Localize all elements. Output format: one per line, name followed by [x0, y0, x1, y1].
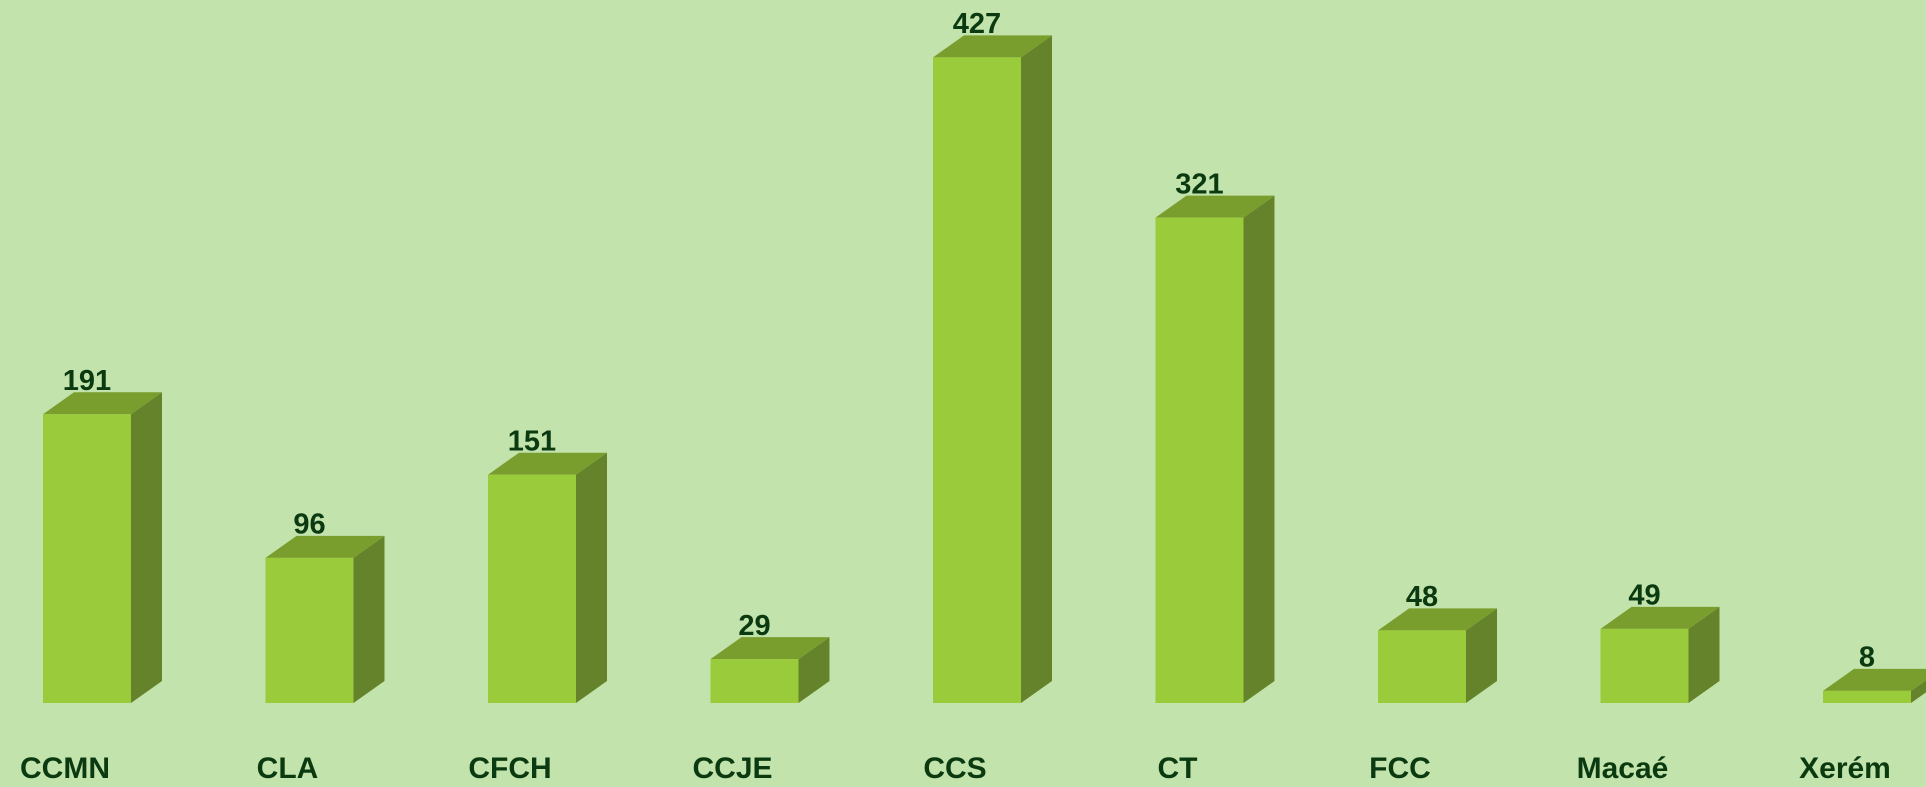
bar-side — [1911, 680, 1926, 703]
bar — [1378, 608, 1497, 703]
value-label: 96 — [293, 509, 325, 541]
bar-side — [353, 535, 385, 703]
bar-side — [1688, 606, 1720, 703]
bar-side — [1243, 195, 1275, 703]
bar-top — [1600, 606, 1720, 629]
bar-front — [710, 659, 799, 703]
bar-top — [1823, 668, 1926, 691]
bar — [488, 452, 607, 703]
x-tick-label: Xerém — [1799, 752, 1891, 785]
bar-front — [488, 474, 576, 703]
bar-front — [1600, 628, 1689, 703]
bar — [933, 35, 1052, 704]
bar-top — [1378, 608, 1497, 631]
value-label: 191 — [63, 365, 111, 397]
bar-side — [1021, 35, 1052, 704]
bar-top — [933, 35, 1052, 58]
bar — [1600, 606, 1720, 703]
bar-side — [798, 637, 830, 703]
bar-side — [131, 392, 162, 703]
x-tick-label: CT — [1158, 752, 1198, 785]
value-label: 48 — [1406, 581, 1438, 613]
value-label: 151 — [508, 425, 556, 457]
bar-front — [1378, 630, 1466, 703]
bar-top — [488, 452, 607, 475]
bar-top — [1155, 195, 1275, 218]
x-tick-label: CCS — [923, 752, 986, 785]
bar-side — [1466, 608, 1497, 703]
x-tick-label: CFCH — [468, 752, 551, 785]
value-label: 29 — [738, 610, 770, 642]
x-tick-label: CCJE — [692, 752, 772, 785]
bar-front — [43, 414, 131, 703]
bar-front — [1823, 690, 1911, 703]
x-tick-label: CLA — [257, 752, 319, 785]
bar — [1823, 668, 1926, 703]
x-tick-label: Macaé — [1577, 752, 1669, 785]
bar-top — [710, 637, 830, 660]
value-label: 49 — [1628, 580, 1660, 612]
bar — [710, 637, 830, 703]
bar-side — [576, 452, 607, 703]
bar — [265, 535, 385, 703]
value-label: 8 — [1859, 642, 1875, 674]
bar — [1155, 195, 1275, 703]
bar-front — [265, 557, 354, 703]
bar — [43, 392, 162, 703]
x-tick-label: FCC — [1369, 752, 1431, 785]
bar-top — [265, 535, 385, 558]
bar-front — [1155, 217, 1244, 703]
value-label: 427 — [953, 8, 1001, 40]
value-label: 321 — [1175, 168, 1223, 200]
bar-front — [933, 57, 1021, 704]
bar-top — [43, 392, 162, 415]
x-tick-label: CCMN — [20, 752, 110, 785]
